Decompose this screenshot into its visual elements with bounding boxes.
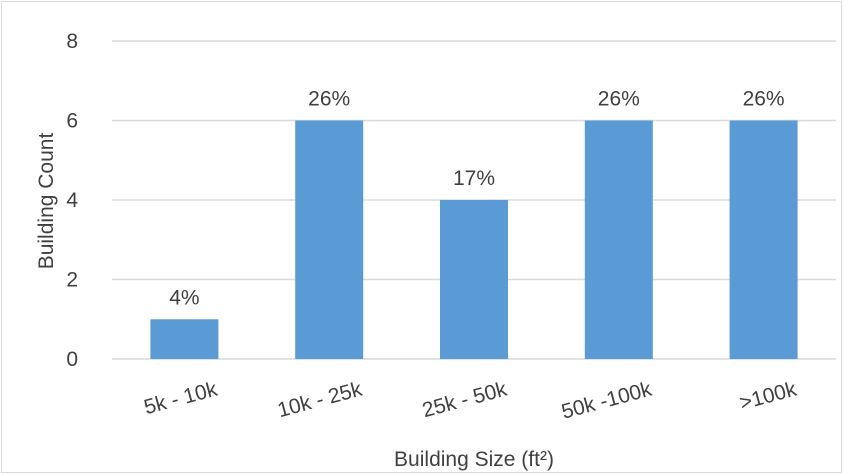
bar [729,120,798,359]
data-label: 26% [308,88,350,111]
y-tick-label: 0 [66,348,78,371]
x-axis-ticks: 5k - 10k 10k - 25k 25k - 50k 50k -100k >100k [142,377,800,423]
x-tick-label: 25k - 50k [420,377,510,422]
bar [584,120,653,359]
bar [440,200,508,359]
y-tick-label: 4 [66,189,78,212]
data-label: 26% [598,88,640,111]
x-tick-label: >100k [737,377,799,414]
y-tick-label: 8 [66,30,78,53]
bar [150,319,219,359]
y-axis-label: Building Count [35,133,58,270]
x-tick-label: 50k -100k [559,377,655,423]
bar [295,120,364,359]
data-labels: 4% 26% 17% 26% 26% [169,88,784,310]
y-tick-label: 6 [66,110,78,133]
data-label: 4% [169,286,199,309]
y-tick-label: 2 [66,269,78,292]
x-tick-label: 10k - 25k [275,377,365,422]
data-label: 26% [743,88,785,111]
data-label: 17% [453,167,495,190]
bars [150,120,798,359]
x-tick-label: 5k - 10k [142,377,221,419]
x-axis-label: Building Size (ft²) [394,448,554,471]
y-axis-ticks: 0 2 4 6 8 [66,30,78,371]
